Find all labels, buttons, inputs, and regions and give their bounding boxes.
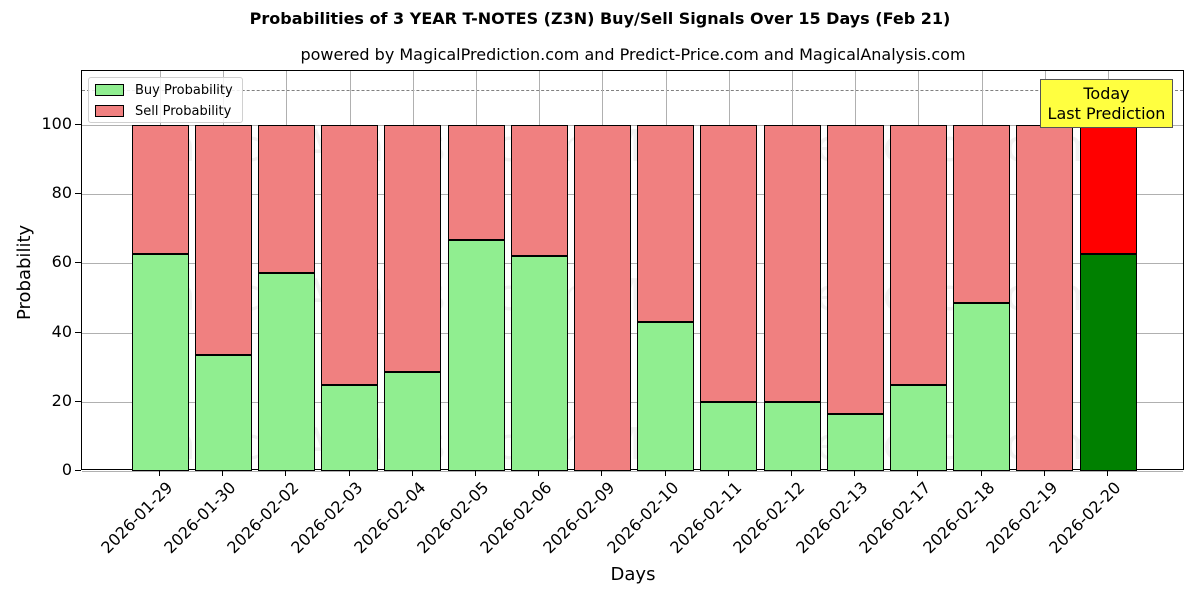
buy-bar [447,239,505,471]
buy-bar [194,355,252,471]
y-tick-mark [75,124,81,125]
y-axis-label: Probability [14,224,35,320]
sell-bar [384,125,442,373]
x-tick-mark [727,470,729,476]
gridline-horizontal [82,401,1183,403]
legend: Buy Probability Sell Probability [88,77,243,123]
y-tick-label: 100 [41,114,72,133]
x-tick-mark [159,470,160,476]
x-tick-mark [601,470,603,476]
x-axis-label: Days [610,564,656,585]
x-tick-mark [1107,470,1108,476]
y-tick-label: 20 [51,390,72,410]
y-tick-mark [75,331,81,333]
legend-item-buy: Buy Probability [95,82,233,98]
legend-buy-label: Buy Probability [135,82,233,98]
buy-bar [700,402,758,471]
gridline-horizontal [82,263,1183,265]
y-tick-label: 40 [51,321,72,341]
y-tick-label: 80 [51,183,72,203]
gridline-horizontal [82,332,1183,334]
reference-line-dashed [82,90,1183,92]
buy-bar [763,402,821,471]
sell-bar [510,125,568,257]
buy-bar [1079,254,1137,471]
annotation-line-2: Last Prediction [1047,104,1166,123]
buy-bar [953,302,1011,471]
gridline-horizontal [82,194,1183,196]
sell-bar [321,125,379,385]
buy-bar [131,254,189,471]
buy-swatch-icon [95,84,124,96]
x-tick-mark [285,470,287,476]
x-tick-mark [411,470,413,476]
buy-bar [889,384,947,471]
sell-bar [257,125,315,274]
x-tick-mark [475,470,476,476]
chart-title: Probabilities of 3 YEAR T-NOTES (Z3N) Bu… [249,9,951,28]
sell-bar [889,125,947,385]
annotation-line-1: Today [1083,84,1130,103]
sell-swatch-icon [95,105,124,117]
sell-bar [447,125,505,240]
today-annotation: Today Last Prediction [1040,79,1173,128]
plot-area: MagicalAnalysis.comMagicalPrediction.com… [81,70,1184,472]
x-tick-mark [538,470,540,476]
y-tick-label: 0 [61,460,72,479]
sell-bar [573,125,631,471]
buy-bar [257,273,315,471]
x-tick-mark [348,470,350,476]
sell-bar [637,125,695,322]
y-tick-mark [75,470,81,471]
x-tick-mark [980,470,982,476]
sell-bar [700,125,758,403]
x-tick-mark [222,470,224,476]
buy-bar [384,372,442,471]
y-tick-mark [75,193,81,195]
x-tick-mark [917,470,919,476]
sell-bar [763,125,821,403]
gridline-horizontal [82,125,1183,126]
buy-bar [510,256,568,471]
sell-bar [1016,125,1074,471]
buy-bar [321,384,379,471]
x-tick-mark [664,470,666,476]
sell-bar [131,125,189,255]
x-tick-mark [854,470,856,476]
sell-bar [953,125,1011,303]
legend-item-sell: Sell Probability [95,103,231,119]
sell-bar [826,125,884,414]
y-tick-label: 60 [51,252,72,272]
y-tick-mark [75,400,81,402]
legend-sell-label: Sell Probability [135,103,232,119]
x-tick-mark [791,470,792,476]
buy-bar [637,321,695,471]
sell-bar [194,125,252,356]
chart-subtitle: powered by MagicalPrediction.com and Pre… [300,45,966,64]
buy-bar [826,413,884,471]
y-tick-mark [75,262,81,264]
sell-bar [1079,125,1137,255]
x-tick-mark [1043,470,1045,476]
gridline-horizontal [82,471,1183,472]
